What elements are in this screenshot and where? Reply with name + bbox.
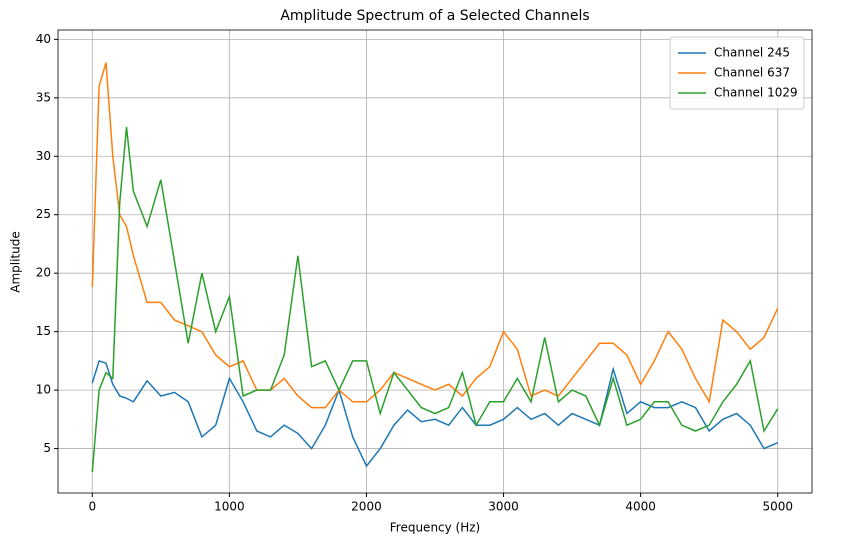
y-tick-label: 35 bbox=[36, 90, 51, 104]
data-line bbox=[91, 126, 779, 473]
y-tick-label: 20 bbox=[36, 266, 51, 280]
x-tick-label: 5000 bbox=[762, 500, 793, 514]
plot-frame bbox=[57, 29, 813, 494]
x-tick-label: 2000 bbox=[351, 500, 382, 514]
x-tick-label: 4000 bbox=[625, 500, 656, 514]
y-tick-label: 40 bbox=[36, 32, 51, 46]
y-tick-label: 30 bbox=[36, 149, 51, 163]
legend-label: Channel 1029 bbox=[714, 86, 798, 100]
y-tick-label: 10 bbox=[36, 383, 51, 397]
data-line bbox=[91, 62, 779, 409]
x-tick-label: 3000 bbox=[488, 500, 519, 514]
x-tick-label: 0 bbox=[88, 500, 96, 514]
y-tick-label: 25 bbox=[36, 207, 51, 221]
x-tick-label: 1000 bbox=[214, 500, 245, 514]
y-axis-label: Amplitude bbox=[9, 231, 23, 293]
y-tick-label: 5 bbox=[43, 441, 51, 455]
y-tick-label: 15 bbox=[36, 324, 51, 338]
chart-title: Amplitude Spectrum of a Selected Channel… bbox=[280, 8, 589, 24]
data-line bbox=[91, 359, 778, 468]
legend-box bbox=[669, 36, 805, 110]
legend-label: Channel 637 bbox=[714, 66, 790, 80]
legend-label: Channel 245 bbox=[714, 46, 790, 60]
x-axis-label: Frequency (Hz) bbox=[390, 521, 481, 535]
